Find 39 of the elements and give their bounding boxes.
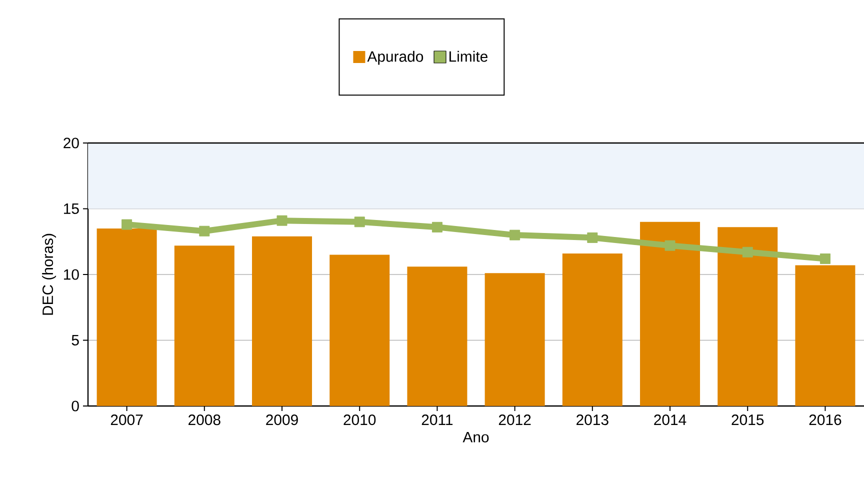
y-tick-label: 20 <box>64 138 79 148</box>
bar <box>795 265 856 406</box>
y-tick-label: 10 <box>64 269 79 280</box>
legend-label: Apurado <box>367 50 424 65</box>
point <box>820 253 830 264</box>
x-tick-label: 2015 <box>732 414 764 426</box>
point <box>664 240 676 251</box>
bar <box>330 254 390 406</box>
point <box>587 232 598 243</box>
y-tick-label: 0 <box>72 400 79 412</box>
bar <box>407 266 468 406</box>
x-tick-label: 2016 <box>809 414 842 426</box>
x-tick-label: 2014 <box>654 414 686 426</box>
point <box>510 230 520 240</box>
x-tick-label: 2007 <box>110 414 143 426</box>
x-tick-label: 2011 <box>422 414 453 426</box>
y-tick-label: 5 <box>72 335 79 346</box>
bar <box>96 228 157 406</box>
x-tick-label: 2010 <box>344 414 376 426</box>
bar <box>718 227 778 406</box>
point <box>276 215 288 226</box>
point <box>742 246 753 258</box>
bar <box>174 246 234 406</box>
point <box>199 226 210 236</box>
x-axis-title: Ano <box>462 432 489 442</box>
point <box>354 216 365 228</box>
bar <box>640 222 700 406</box>
point <box>432 222 442 232</box>
bar <box>252 236 312 406</box>
bar <box>484 273 545 406</box>
y-axis-title: DEC (horas) <box>42 234 56 315</box>
x-tick-label: 2013 <box>576 414 608 426</box>
y-tick-label: 15 <box>64 204 79 214</box>
point <box>122 219 132 230</box>
x-tick-label: 2012 <box>498 414 531 426</box>
x-tick-label: 2008 <box>188 414 220 426</box>
legend-label: Limite <box>450 50 488 62</box>
bar <box>562 253 622 406</box>
x-tick-label: 2009 <box>266 414 298 426</box>
